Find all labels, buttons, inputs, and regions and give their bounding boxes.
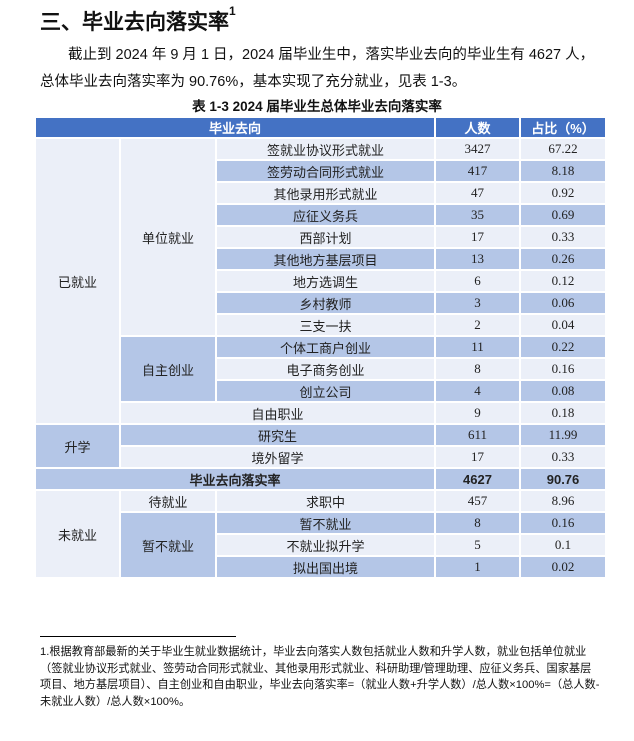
row-pct: 0.69 [519, 203, 608, 227]
row-count: 611 [434, 423, 522, 447]
row-pct: 8.96 [519, 489, 608, 513]
footnote-divider [40, 636, 236, 637]
row-count: 417 [434, 159, 522, 183]
row-pct: 0.92 [519, 181, 608, 205]
row-item: 三支一扶 [214, 313, 437, 337]
row-count: 17 [434, 445, 522, 469]
row-pct: 0.04 [519, 313, 608, 337]
row-item: 其他录用形式就业 [214, 181, 437, 205]
row-item: 签就业协议形式就业 [214, 137, 437, 161]
row-count: 6 [434, 269, 522, 293]
row-item: 境外留学 [118, 445, 437, 469]
row-pct: 0.12 [519, 269, 608, 293]
row-item: 研究生 [118, 423, 437, 447]
body-paragraph: 截止到 2024 年 9 月 1 日，2024 届毕业生中，落实毕业去向的毕业生… [40, 47, 595, 90]
row-count: 9 [434, 401, 522, 425]
row-pct: 90.76 [519, 467, 608, 491]
total-row: 毕业去向落实率 4627 90.76 [33, 467, 608, 491]
table-row: 升学 研究生 611 11.99 [34, 423, 608, 469]
row-count: 8 [434, 357, 522, 381]
group-self-employed: 自主创业 [119, 335, 217, 403]
row-count: 8 [434, 511, 522, 535]
footnote: 1.根据教育部最新的关于毕业生就业数据统计，毕业去向落实人数包括就业人数和升学人… [40, 646, 600, 708]
row-pct: 0.18 [519, 401, 608, 425]
row-item: 个体工商户创业 [214, 335, 437, 359]
row-item: 其他地方基层项目 [214, 247, 437, 271]
row-item: 乡村教师 [214, 291, 437, 315]
row-item: 西部计划 [214, 225, 437, 249]
row-item: 电子商务创业 [214, 357, 437, 381]
row-item: 地方选调生 [214, 269, 437, 293]
footnote-ref[interactable]: 1 [229, 4, 236, 18]
table-row: 自主创业 个体工商户创业 11 0.22 [35, 335, 608, 403]
row-item: 拟出国出境 [214, 555, 437, 579]
row-pct: 0.1 [519, 533, 608, 557]
header-percent: 占比（%） [519, 116, 608, 139]
group-waiting: 待就业 [119, 489, 217, 513]
row-pct: 8.18 [519, 159, 608, 183]
row-count: 5 [434, 533, 522, 557]
group-unit: 单位就业 [119, 137, 217, 337]
row-pct: 0.22 [519, 335, 608, 359]
row-count: 1 [434, 555, 522, 579]
row-count: 2 [434, 313, 522, 337]
table-header-row: 毕业去向 人数 占比（%） [33, 116, 608, 139]
row-count: 11 [434, 335, 522, 359]
row-count: 4627 [434, 467, 522, 491]
table-row: 未就业 待就业 求职中 457 8.96 [34, 489, 608, 579]
row-pct: 0.02 [519, 555, 608, 579]
table-row: 三支一扶 2 0.04 [35, 313, 608, 337]
row-pct: 0.26 [519, 247, 608, 271]
row-count: 47 [434, 181, 522, 205]
row-pct: 67.22 [519, 137, 608, 161]
row-count: 13 [434, 247, 522, 271]
group-employed: 已就业 [34, 137, 121, 425]
group-not-yet: 暂不就业 [119, 511, 217, 579]
row-item: 毕业去向落实率 [33, 467, 437, 491]
row-pct: 0.08 [519, 379, 608, 403]
row-item: 创立公司 [214, 379, 437, 403]
row-pct: 0.16 [519, 357, 608, 381]
row-item: 自由职业 [118, 401, 437, 425]
row-count: 4 [434, 379, 522, 403]
row-count: 35 [434, 203, 522, 227]
header-count: 人数 [434, 116, 522, 139]
header-destination: 毕业去向 [33, 116, 437, 139]
table-row: 已就业 单位就业 签就业协议形式就业 3427 67.22 [34, 137, 608, 425]
group-further-study: 升学 [34, 423, 121, 469]
table-row: 境外留学 17 0.33 [35, 445, 608, 469]
row-pct: 0.06 [519, 291, 608, 315]
table-row: 暂不就业 暂不就业 8 0.16 [35, 511, 608, 579]
group-unemployed: 未就业 [34, 489, 121, 579]
row-pct: 11.99 [519, 423, 608, 447]
row-pct: 0.33 [519, 445, 608, 469]
row-item: 求职中 [214, 489, 437, 513]
placement-rate-table: 毕业去向 人数 占比（%） 已就业 单位就业 签就业协议形式就业 3427 67.2… [33, 116, 608, 579]
row-count: 3427 [434, 137, 522, 161]
row-count: 457 [434, 489, 522, 513]
table-caption: 表 1-3 2024 届毕业生总体毕业去向落实率 [192, 99, 442, 114]
table-row: 自由职业 9 0.18 [35, 401, 608, 425]
row-count: 17 [434, 225, 522, 249]
row-pct: 0.33 [519, 225, 608, 249]
row-pct: 0.16 [519, 511, 608, 535]
row-item: 应征义务兵 [214, 203, 437, 227]
row-item: 暂不就业 [214, 511, 437, 535]
row-item: 签劳动合同形式就业 [214, 159, 437, 183]
row-item: 不就业拟升学 [214, 533, 437, 557]
row-count: 3 [434, 291, 522, 315]
section-heading: 三、毕业去向落实率1 [40, 4, 236, 34]
